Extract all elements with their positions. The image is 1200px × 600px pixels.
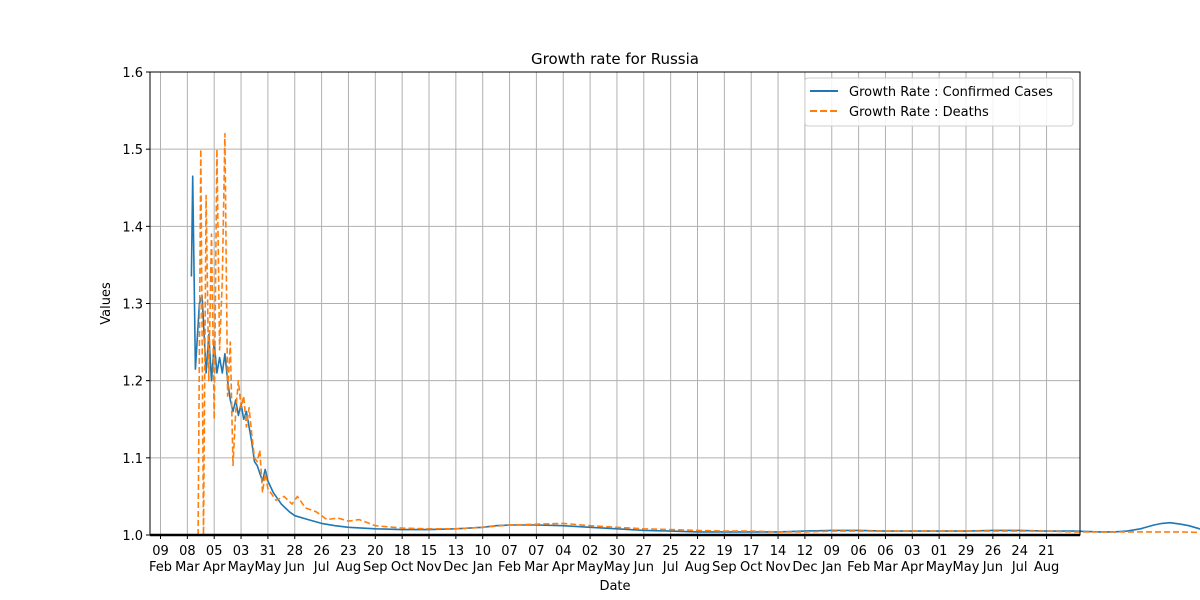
x-tick-month: Nov bbox=[765, 560, 791, 575]
x-tick-month: Jun bbox=[284, 560, 305, 575]
x-tick-day: 06 bbox=[850, 544, 867, 559]
x-tick-month: Apr bbox=[901, 560, 924, 575]
x-tick-month: May bbox=[926, 560, 953, 575]
x-tick-month: Dec bbox=[443, 560, 468, 575]
x-tick-month: Mar bbox=[175, 560, 200, 575]
x-tick-month: Jan bbox=[472, 560, 493, 575]
x-tick-day: 26 bbox=[985, 544, 1002, 559]
y-tick-label: 1.2 bbox=[122, 375, 143, 390]
axis-ticks: 09Feb08Mar05Apr03May31May28Jun26Jul23Aug… bbox=[122, 66, 1059, 575]
x-tick-day: 28 bbox=[286, 544, 303, 559]
y-tick-label: 1.5 bbox=[122, 143, 143, 158]
series-line-deaths bbox=[197, 132, 1200, 536]
x-tick-day: 23 bbox=[340, 544, 357, 559]
x-tick-month: Jun bbox=[982, 560, 1003, 575]
x-tick-day: 08 bbox=[179, 544, 196, 559]
x-tick-month: Oct bbox=[740, 560, 762, 575]
x-tick-day: 09 bbox=[823, 544, 840, 559]
x-tick-day: 07 bbox=[501, 544, 518, 559]
y-tick-label: 1.0 bbox=[122, 529, 143, 544]
x-tick-month: Jun bbox=[633, 560, 654, 575]
x-tick-month: Sep bbox=[712, 560, 737, 575]
x-tick-day: 06 bbox=[877, 544, 894, 559]
x-tick-day: 17 bbox=[743, 544, 760, 559]
y-tick-label: 1.3 bbox=[122, 298, 143, 313]
x-tick-month: Aug bbox=[1034, 560, 1059, 575]
x-tick-month: Jul bbox=[662, 560, 679, 575]
legend-label-confirmed: Growth Rate : Confirmed Cases bbox=[849, 85, 1053, 100]
x-tick-month: Aug bbox=[336, 560, 361, 575]
x-tick-day: 03 bbox=[233, 544, 250, 559]
x-tick-month: Jul bbox=[313, 560, 330, 575]
y-axis-title: Values bbox=[99, 282, 114, 325]
x-axis-title: Date bbox=[599, 579, 630, 594]
x-tick-day: 15 bbox=[421, 544, 438, 559]
x-tick-month: Apr bbox=[203, 560, 226, 575]
x-tick-month: Apr bbox=[552, 560, 575, 575]
x-tick-month: Jan bbox=[821, 560, 842, 575]
x-tick-day: 31 bbox=[260, 544, 277, 559]
x-tick-day: 22 bbox=[689, 544, 706, 559]
y-tick-label: 1.4 bbox=[122, 220, 143, 235]
x-tick-month: Feb bbox=[847, 560, 870, 575]
x-tick-day: 05 bbox=[206, 544, 223, 559]
x-tick-month: Feb bbox=[498, 560, 521, 575]
x-tick-day: 03 bbox=[904, 544, 921, 559]
x-tick-day: 21 bbox=[1038, 544, 1055, 559]
x-tick-day: 29 bbox=[958, 544, 975, 559]
x-tick-day: 12 bbox=[797, 544, 814, 559]
x-tick-day: 13 bbox=[448, 544, 465, 559]
x-tick-day: 18 bbox=[394, 544, 411, 559]
x-tick-day: 02 bbox=[582, 544, 599, 559]
legend-label-deaths: Growth Rate : Deaths bbox=[849, 105, 989, 120]
x-tick-day: 24 bbox=[1011, 544, 1028, 559]
x-tick-day: 25 bbox=[662, 544, 679, 559]
x-tick-month: May bbox=[228, 560, 255, 575]
x-tick-month: Dec bbox=[792, 560, 817, 575]
x-tick-day: 27 bbox=[636, 544, 653, 559]
x-tick-month: Mar bbox=[524, 560, 549, 575]
y-tick-label: 1.1 bbox=[122, 452, 143, 467]
x-tick-month: Sep bbox=[363, 560, 388, 575]
x-tick-day: 30 bbox=[609, 544, 626, 559]
legend: Growth Rate : Confirmed Cases Growth Rat… bbox=[804, 77, 1074, 127]
x-tick-day: 20 bbox=[367, 544, 384, 559]
chart-title: Growth rate for Russia bbox=[531, 50, 699, 68]
legend-frame bbox=[804, 77, 1074, 127]
y-tick-label: 1.6 bbox=[122, 66, 143, 81]
x-tick-day: 26 bbox=[313, 544, 330, 559]
x-tick-day: 19 bbox=[716, 544, 733, 559]
x-tick-day: 10 bbox=[474, 544, 491, 559]
x-tick-month: Oct bbox=[391, 560, 413, 575]
x-tick-month: Aug bbox=[685, 560, 710, 575]
x-tick-month: Nov bbox=[416, 560, 442, 575]
x-tick-month: May bbox=[953, 560, 980, 575]
x-tick-month: Mar bbox=[873, 560, 898, 575]
x-tick-day: 01 bbox=[931, 544, 948, 559]
x-tick-day: 04 bbox=[555, 544, 572, 559]
x-tick-month: May bbox=[604, 560, 631, 575]
x-tick-month: Jul bbox=[1011, 560, 1028, 575]
x-tick-month: May bbox=[577, 560, 604, 575]
x-tick-day: 09 bbox=[152, 544, 169, 559]
x-tick-day: 14 bbox=[770, 544, 787, 559]
x-tick-month: Feb bbox=[149, 560, 172, 575]
x-tick-day: 07 bbox=[528, 544, 545, 559]
x-tick-month: May bbox=[254, 560, 281, 575]
